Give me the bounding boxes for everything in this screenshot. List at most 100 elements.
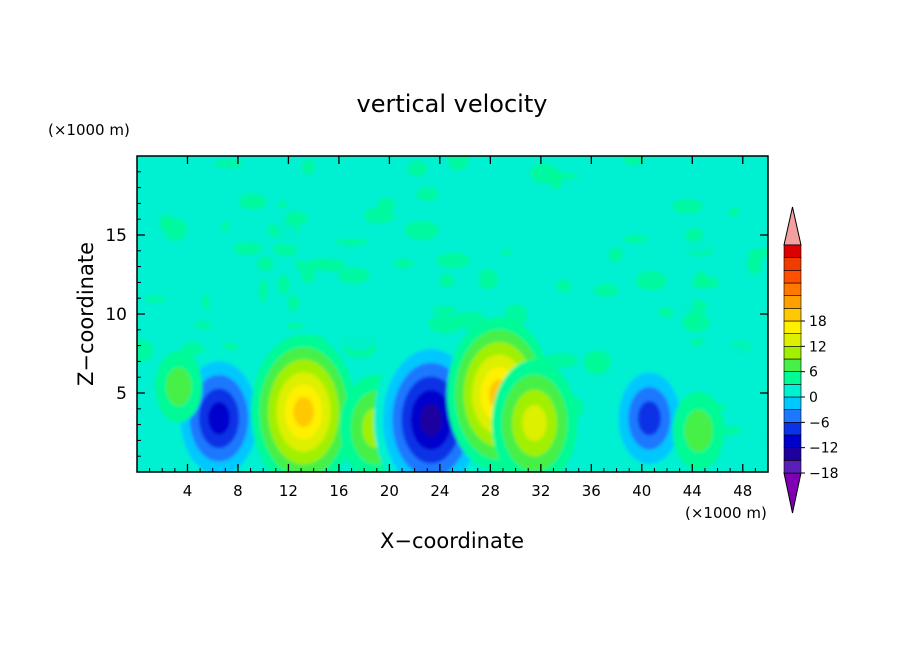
turbulence-cell: [428, 314, 463, 334]
contour-cell: [419, 403, 443, 437]
turbulence-cell: [277, 274, 290, 295]
turbulence-cell: [343, 333, 375, 351]
turbulence-cell: [257, 257, 274, 271]
turbulence-cell: [431, 306, 458, 314]
colorbar-swatch: [783, 434, 802, 448]
turbulence-cell: [733, 168, 763, 186]
turbulence-cell: [335, 238, 369, 246]
turbulence-cell: [577, 318, 607, 337]
colorbar-swatch: [783, 257, 802, 271]
colorbar-swatch: [783, 371, 802, 385]
colorbar-tick-label: 18: [809, 314, 827, 330]
turbulence-cell: [169, 262, 204, 276]
turbulence-cell: [618, 314, 648, 323]
turbulence-cell: [220, 221, 230, 232]
chart-title: vertical velocity: [357, 90, 548, 118]
turbulence-cell: [282, 211, 309, 226]
colorbar-swatch: [783, 396, 802, 410]
turbulence-cell: [311, 210, 322, 226]
turbulence-cell: [364, 176, 397, 190]
turbulence-cell: [416, 187, 439, 201]
turbulence-cell: [287, 294, 300, 312]
turbulence-cell: [404, 220, 439, 240]
turbulence-cell: [726, 410, 738, 420]
turbulence-cell: [238, 193, 267, 210]
turbulence-cell: [747, 251, 762, 275]
turbulence-cell: [158, 214, 174, 231]
colorbar-swatch: [783, 295, 802, 309]
turbulence-cell: [302, 159, 316, 175]
turbulence-cell: [488, 216, 522, 227]
turbulence-cell: [690, 338, 705, 346]
turbulence-cell: [658, 307, 674, 318]
colorbar-swatch: [783, 358, 802, 372]
turbulence-cell: [583, 350, 606, 375]
turbulence-cell: [294, 259, 304, 270]
x-tick-label: 20: [380, 482, 399, 500]
turbulence-cell: [706, 385, 730, 400]
colorbar-swatch: [783, 270, 802, 284]
contour-cell: [165, 367, 192, 407]
turbulence-cell: [722, 344, 750, 364]
turbulence-cell: [734, 432, 758, 444]
turbulence-cell: [684, 227, 703, 243]
turbulence-cell: [672, 199, 703, 214]
turbulence-cell: [193, 321, 213, 329]
turbulence-cell: [501, 249, 513, 256]
turbulence-cell: [478, 268, 498, 290]
contour-cell: [293, 396, 314, 427]
contour-field: [137, 156, 768, 472]
y-ticks: 5 10 15: [105, 171, 768, 457]
turbulence-cell: [549, 172, 579, 180]
turbulence-cell: [439, 273, 454, 288]
x-axis-label: X−coordinate: [380, 529, 524, 553]
turbulence-cell: [189, 208, 210, 230]
turbulence-cell: [143, 295, 167, 303]
x-tick-label: 24: [430, 482, 449, 500]
turbulence-cell: [429, 278, 440, 298]
turbulence-cell: [670, 293, 695, 316]
colorbar-min-triangle: [783, 472, 802, 514]
turbulence-cell: [658, 182, 689, 193]
colorbar-swatch: [783, 460, 802, 474]
turbulence-cell: [629, 219, 657, 228]
colorbar-swatch: [783, 282, 802, 296]
turbulence-cell: [345, 320, 379, 331]
y-tick-label: 10: [105, 305, 127, 325]
x-tick-label: 44: [683, 482, 702, 500]
turbulence-cell: [556, 279, 572, 293]
x-tick-label: 36: [582, 482, 601, 500]
turbulence-cell: [742, 359, 768, 371]
turbulence-cell: [608, 247, 623, 262]
x-ticks: 4 8 12 16 20 24 28 32 36 40 44 48: [149, 156, 756, 500]
contour-cell: [208, 402, 231, 435]
colorbar-tick-label: 6: [809, 365, 818, 381]
colorbar-swatch: [783, 333, 802, 347]
turbulence-cell: [739, 207, 754, 219]
turbulence-cell: [623, 234, 648, 244]
colorbar-swatch: [783, 244, 802, 258]
turbulence-cell: [710, 308, 731, 317]
turbulence-cell: [137, 393, 158, 414]
turbulence-cell: [363, 207, 395, 224]
turbulence-cell: [315, 164, 327, 177]
turbulence-cell: [651, 224, 677, 232]
x-tick-label: 40: [632, 482, 651, 500]
colorbar: 18 12 6 0 −6 −12 −18: [783, 206, 839, 514]
turbulence-cell: [690, 276, 721, 289]
turbulence-cell: [593, 283, 619, 297]
turbulence-cell: [197, 304, 208, 319]
colorbar-swatch: [783, 320, 802, 334]
colorbar-tick-label: −18: [809, 466, 839, 482]
turbulence-cell: [204, 229, 240, 240]
colorbar-swatch: [783, 447, 802, 461]
turbulence-cell: [213, 160, 245, 168]
turbulence-cell: [309, 258, 331, 270]
turbulence-cell: [346, 242, 376, 265]
turbulence-cell: [575, 160, 594, 173]
turbulence-cell: [377, 233, 394, 257]
turbulence-cell: [338, 267, 371, 284]
turbulence-cell: [623, 156, 645, 166]
turbulence-cell: [728, 207, 740, 218]
turbulence-cell: [232, 242, 263, 255]
